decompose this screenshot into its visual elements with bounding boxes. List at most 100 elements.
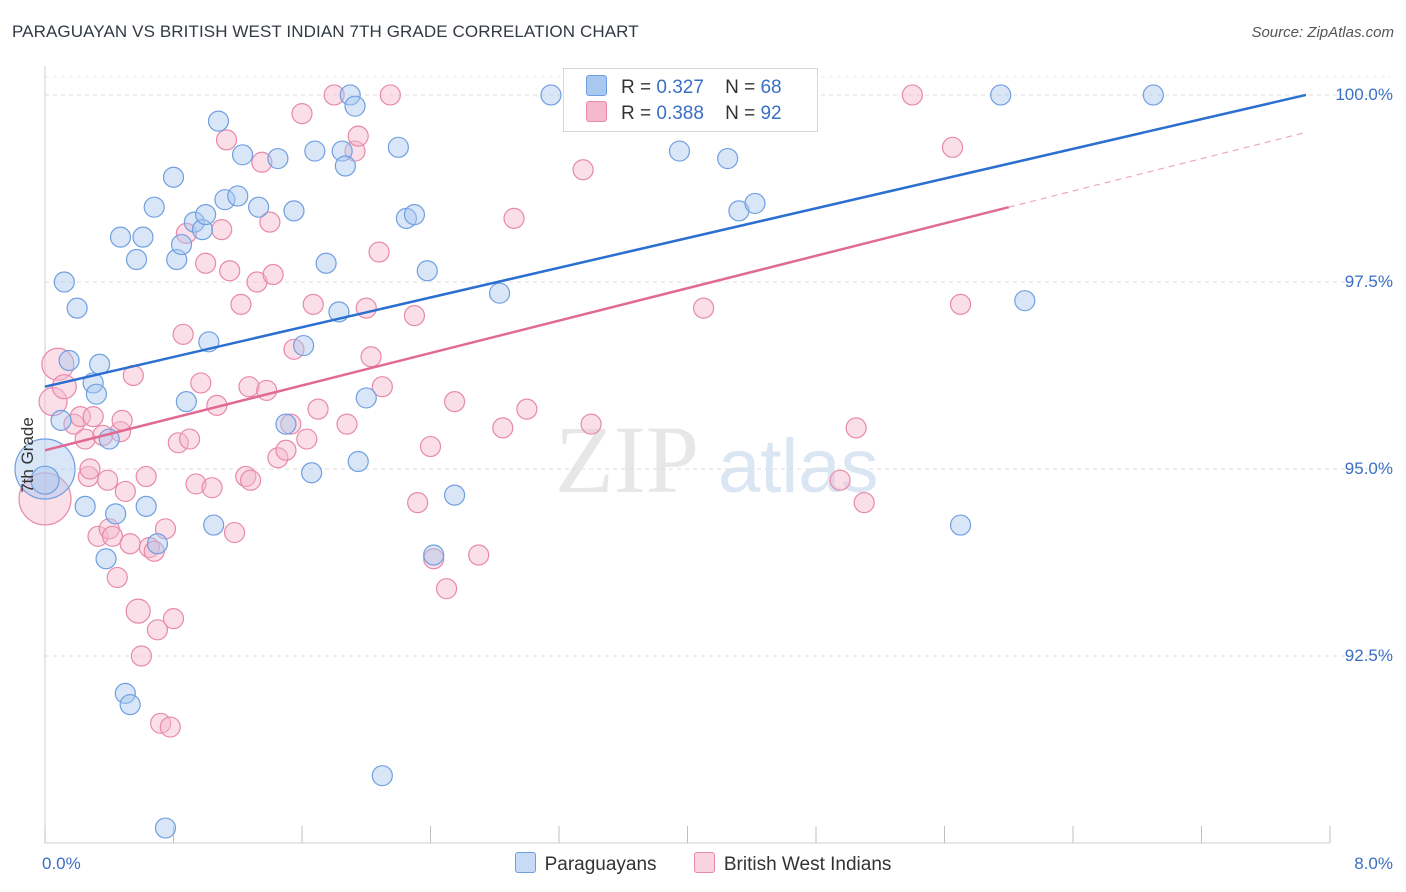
data-point xyxy=(119,694,141,716)
legend-r-value: 0.327 xyxy=(656,77,704,98)
data-point xyxy=(251,151,273,173)
data-point xyxy=(143,196,165,218)
legend-row-british-west-indians: R = 0.388 N = 92 xyxy=(586,101,782,127)
data-point xyxy=(572,159,594,181)
data-point xyxy=(248,196,270,218)
data-point xyxy=(845,417,867,439)
series-legend-paraguayans[interactable]: Paraguayans xyxy=(514,852,657,876)
data-point xyxy=(74,495,96,517)
data-point xyxy=(14,438,76,500)
data-point xyxy=(203,514,225,536)
data-point xyxy=(901,84,923,106)
data-point xyxy=(259,211,281,233)
legend-n-value: 92 xyxy=(760,103,782,124)
data-point xyxy=(296,428,318,450)
legend-n-label: N = xyxy=(725,103,756,124)
data-point xyxy=(344,95,366,117)
data-point xyxy=(162,607,185,630)
correlation-legend: R = 0.327 N = 68 R = 0.388 N = 92 xyxy=(563,68,818,132)
data-point xyxy=(30,465,60,495)
data-point xyxy=(360,346,382,368)
watermark-zip: ZIP xyxy=(555,406,699,513)
legend-swatch-blue xyxy=(586,75,607,96)
y-tick-label: 92.5% xyxy=(1345,646,1393,665)
data-point xyxy=(215,129,238,151)
trend-line-extension xyxy=(1008,131,1307,208)
legend-n-value: 68 xyxy=(760,77,782,98)
legend-r-value: 0.388 xyxy=(656,103,704,124)
series-legend: Paraguayans British West Indians xyxy=(0,852,1406,876)
data-point xyxy=(368,241,390,263)
data-point xyxy=(516,398,538,420)
data-point xyxy=(240,469,262,491)
data-point xyxy=(223,521,246,544)
data-point xyxy=(119,533,141,555)
data-point xyxy=(275,413,297,435)
data-point xyxy=(443,391,466,413)
data-point xyxy=(106,566,128,589)
data-point xyxy=(114,682,136,704)
data-point xyxy=(178,428,201,450)
data-point xyxy=(51,374,77,400)
legend-r-label: R = xyxy=(621,103,652,124)
x-tick-label: 8.0% xyxy=(1354,854,1393,873)
data-point xyxy=(829,469,851,491)
data-point xyxy=(87,525,109,547)
data-point xyxy=(336,413,358,435)
source-label: Source: ZipAtlas.com xyxy=(1251,24,1394,41)
data-point xyxy=(293,334,315,357)
series-legend-british-west-indians[interactable]: British West Indians xyxy=(693,852,892,876)
data-point xyxy=(307,398,329,420)
data-point xyxy=(175,391,197,413)
data-point xyxy=(334,155,356,177)
data-point xyxy=(291,103,313,125)
data-point xyxy=(256,379,278,402)
data-point xyxy=(379,84,401,106)
data-point xyxy=(167,432,189,454)
data-point xyxy=(238,376,260,398)
data-point xyxy=(443,484,466,506)
data-point xyxy=(183,211,205,233)
data-point xyxy=(135,495,157,517)
data-point xyxy=(130,645,152,667)
data-point xyxy=(949,293,972,316)
data-point xyxy=(66,297,88,319)
data-point xyxy=(85,383,108,405)
y-axis-label: 7th Grade xyxy=(18,417,37,493)
data-point xyxy=(201,477,223,499)
data-point xyxy=(403,305,426,327)
data-point xyxy=(1014,290,1036,312)
data-point xyxy=(109,226,132,248)
data-point xyxy=(154,817,177,839)
data-point xyxy=(323,84,345,106)
data-point xyxy=(990,84,1012,106)
data-point xyxy=(230,293,252,316)
trend-lines xyxy=(44,93,1307,452)
data-point xyxy=(302,293,324,316)
data-point xyxy=(853,492,875,514)
trend-line-paraguayans xyxy=(44,93,1307,388)
data-point xyxy=(304,140,326,162)
data-point xyxy=(941,136,964,158)
series-legend-label: British West Indians xyxy=(723,854,892,875)
data-point xyxy=(175,222,197,244)
data-point xyxy=(416,260,438,282)
y-tick-label: 100.0% xyxy=(1335,85,1393,104)
watermark-atlas: atlas xyxy=(718,424,879,509)
data-point xyxy=(347,450,369,473)
data-point xyxy=(101,525,124,547)
data-point xyxy=(387,136,409,158)
legend-swatch-pink xyxy=(586,101,607,122)
data-point xyxy=(50,409,72,431)
data-point xyxy=(211,219,233,241)
data-point xyxy=(79,458,101,480)
data-point xyxy=(135,465,157,488)
data-point xyxy=(262,263,284,286)
series-swatch-pink xyxy=(693,852,715,873)
data-point xyxy=(355,387,377,409)
data-point xyxy=(407,492,429,514)
data-point xyxy=(580,413,602,435)
data-point xyxy=(146,533,169,555)
data-point xyxy=(301,462,323,484)
data-point xyxy=(692,297,715,319)
